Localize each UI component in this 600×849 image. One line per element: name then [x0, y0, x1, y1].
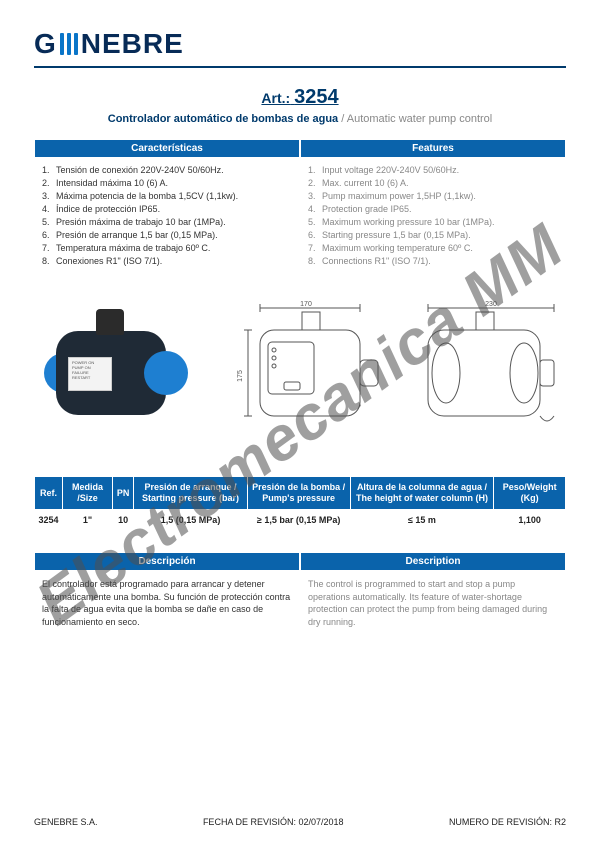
product-photo: POWER ONPUMP ONFAILURERESTART — [34, 293, 194, 453]
dim-h: 175 — [237, 370, 244, 382]
footer-company: GENEBRE S.A. — [34, 817, 98, 827]
feature-en-item: 6.Starting pressure 1,5 bar (0,15 MPa). — [308, 229, 558, 242]
feature-en-item: 8.Connections R1" (ISO 7/1). — [308, 255, 558, 268]
footer-rev-date: FECHA DE REVISIÓN: 02/07/2018 — [203, 817, 344, 827]
spec-data-cell: 10 — [112, 509, 134, 530]
spec-header-cell: PN — [112, 477, 134, 510]
feature-es-item: 5.Presión máxima de trabajo 10 bar (1MPa… — [42, 216, 292, 229]
desc-body-en: The control is programmed to start and s… — [300, 571, 566, 635]
spec-header-cell: Peso/Weight (Kg) — [494, 477, 566, 510]
feature-en-item: 4.Protection grade IP65. — [308, 203, 558, 216]
features-list-es: 1.Tensión de conexión 220V-240V 50/60Hz.… — [34, 158, 300, 274]
datasheet-page: G NEBRE Art.: 3254 Controlador automátic… — [0, 0, 600, 849]
feature-es-item: 8.Conexiones R1" (ISO 7/1). — [42, 255, 292, 268]
spec-header-cell: Altura de la columna de agua / The heigh… — [350, 477, 494, 510]
description-block: Descripción El controlador está programa… — [34, 552, 566, 635]
spec-header-cell: Presión de la bomba / Pump's pressure — [247, 477, 350, 510]
article-label: Art.: — [261, 90, 290, 106]
desc-body-es: El controlador está programado para arra… — [34, 571, 300, 635]
header: G NEBRE — [34, 28, 566, 68]
brand-logo: G NEBRE — [34, 28, 184, 60]
feature-en-item: 5.Maximum working pressure 10 bar (1MPa)… — [308, 216, 558, 229]
logo-text-right: NEBRE — [81, 28, 184, 60]
features-header-en: Features — [300, 139, 566, 158]
feature-es-item: 6.Presión de arranque 1,5 bar (0,15 MPa)… — [42, 229, 292, 242]
technical-drawings: 170 175 230 — [232, 298, 566, 448]
feature-es-item: 7.Temperatura máxima de trabajo 60º C. — [42, 242, 292, 255]
spec-data-row: 32541"101,5 (0,15 MPa)≥ 1,5 bar (0,15 MP… — [35, 509, 566, 530]
features-table: Características Features 1.Tensión de co… — [34, 139, 566, 274]
feature-es-item: 3.Máxima potencia de la bomba 1,5CV (1,1… — [42, 190, 292, 203]
desc-header-es: Descripción — [34, 552, 300, 571]
spec-data-cell: 1,100 — [494, 509, 566, 530]
dim-w2: 230 — [485, 301, 497, 308]
desc-header-en: Description — [300, 552, 566, 571]
feature-en-item: 7.Maximum working temperature 60º C. — [308, 242, 558, 255]
subtitle-en: Automatic water pump control — [347, 113, 493, 125]
spec-data-cell: ≥ 1,5 bar (0,15 MPa) — [247, 509, 350, 530]
spec-table: Ref.Medida /SizePNPresión de arranque / … — [34, 476, 566, 530]
feature-en-item: 2.Max. current 10 (6) A. — [308, 177, 558, 190]
logo-bars-icon — [60, 33, 78, 55]
article-line: Art.: 3254 — [34, 86, 566, 109]
spec-data-cell: 1,5 (0,15 MPa) — [134, 509, 247, 530]
drawing-front: 170 175 — [232, 298, 392, 448]
dim-w1: 170 — [300, 301, 312, 308]
subtitle-sep: / — [338, 113, 347, 125]
features-list-en: 1.Input voltage 220V-240V 50/60Hz.2.Max.… — [300, 158, 566, 274]
features-header-es: Características — [34, 139, 300, 158]
feature-es-item: 1.Tensión de conexión 220V-240V 50/60Hz. — [42, 164, 292, 177]
footer: GENEBRE S.A. FECHA DE REVISIÓN: 02/07/20… — [34, 817, 566, 827]
figure-row: POWER ONPUMP ONFAILURERESTART 170 — [34, 288, 566, 458]
logo-text-left: G — [34, 28, 57, 60]
feature-en-item: 3.Pump maximum power 1,5HP (1,1kw). — [308, 190, 558, 203]
footer-rev-num: NUMERO DE REVISIÓN: R2 — [449, 817, 566, 827]
article-number: 3254 — [294, 86, 339, 108]
spec-header-cell: Presión de arranque / Starting pressure … — [134, 477, 247, 510]
spec-data-cell: 1" — [63, 509, 113, 530]
subtitle-es: Controlador automático de bombas de agua — [108, 113, 338, 125]
subtitle: Controlador automático de bombas de agua… — [34, 113, 566, 125]
spec-header-cell: Medida /Size — [63, 477, 113, 510]
spec-header-row: Ref.Medida /SizePNPresión de arranque / … — [35, 477, 566, 510]
drawing-side: 230 — [406, 298, 566, 448]
title-block: Art.: 3254 Controlador automático de bom… — [34, 86, 566, 125]
feature-en-item: 1.Input voltage 220V-240V 50/60Hz. — [308, 164, 558, 177]
feature-es-item: 2.Intensidad máxima 10 (6) A. — [42, 177, 292, 190]
spec-data-cell: 3254 — [35, 509, 63, 530]
feature-es-item: 4.Índice de protección IP65. — [42, 203, 292, 216]
spec-header-cell: Ref. — [35, 477, 63, 510]
spec-data-cell: ≤ 15 m — [350, 509, 494, 530]
